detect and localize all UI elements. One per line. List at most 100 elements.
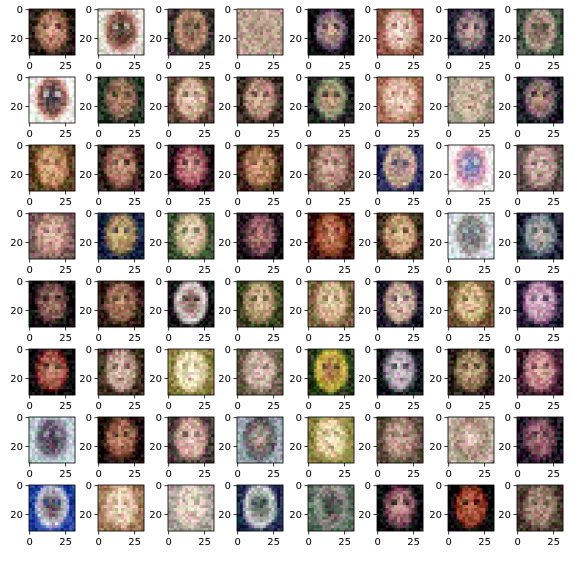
image-pixel-block [135,173,139,177]
image-pixel-block [121,185,125,189]
image-pixel-block [112,120,116,124]
image-pixel-block [525,111,529,115]
image-pixel-block [170,108,175,112]
image-pixel-block [63,79,67,84]
image-pixel-block [313,105,317,109]
image-pixel-block [377,111,381,115]
image-pixel-block [63,150,67,154]
image-pixel-block [205,40,209,44]
image-pixel-block [239,111,244,115]
image-pixel-block [379,77,384,81]
image-pixel-block [397,20,401,24]
image-pixel-block [402,11,407,16]
image-pixel-block [482,77,486,81]
image-pixel-block [43,37,47,41]
image-pixel-block [43,168,47,172]
image-pixel-block [385,94,389,98]
image-pixel-block [459,52,463,56]
image-pixel-block [40,185,44,189]
image-pixel-block [98,153,102,157]
image-pixel-block [115,52,119,56]
image-pixel-block [453,26,457,30]
image-pixel-block [208,77,212,81]
image-pixel-block [379,97,384,101]
image-pixel-block [208,168,212,172]
image-pixel-block [176,168,180,172]
image-pixel-block [106,49,110,53]
image-pixel-block [132,168,136,172]
image-pixel-block [170,29,175,33]
image-pixel-block [242,52,246,56]
image-pixel-block [271,49,275,53]
image-pixel-block [342,49,346,53]
image-pixel-block [488,49,492,53]
image-pixel-block [121,108,125,112]
image-pixel-block [141,32,145,36]
image-pixel-block [388,91,392,95]
image-pixel-block [202,117,206,121]
image-pixel-block [182,165,186,169]
image-pixel-block [336,14,340,18]
image-pixel-block [377,120,381,124]
image-pixel-block [525,46,529,50]
image-pixel-block [542,88,547,92]
image-pixel-block [66,182,70,186]
image-pixel-block [31,176,36,180]
image-pixel-block [112,32,116,36]
image-pixel-block [182,20,186,24]
image-pixel-block [72,168,76,172]
image-pixel-block [471,120,475,124]
image-pixel-block [560,82,564,86]
image-pixel-block [471,14,475,18]
image-pixel-block [205,9,209,13]
image-pixel-block [316,100,320,104]
image-pixel-block [37,165,41,169]
image-pixel-block [542,9,547,13]
image-pixel-block [69,97,73,101]
image-pixel-block [106,20,110,24]
image-pixel-block [185,29,189,33]
image-pixel-block [123,85,128,89]
image-pixel-block [462,11,466,16]
image-pixel-block [488,32,492,36]
image-pixel-block [336,52,340,56]
image-pixel-block [476,20,480,24]
image-pixel-block [31,153,36,157]
image-pixel-block [491,120,495,124]
image-pixel-block [46,14,50,18]
image-pixel-block [132,153,136,157]
image-pixel-block [262,20,267,24]
image-pixel-block [397,52,401,56]
image-pixel-block [379,20,384,24]
image-pixel-block [471,26,475,30]
image-pixel-block [103,114,107,118]
image-pixel-block [211,26,215,30]
image-pixel-block [316,40,320,44]
image-pixel-block [109,29,113,33]
image-pixel-block [485,17,489,21]
image-pixel-block [528,29,532,33]
image-pixel-block [205,91,209,95]
image-pixel-block [308,11,312,16]
image-pixel-block [57,88,61,92]
image-pixel-block [453,40,457,44]
image-pixel-block [551,40,555,44]
image-pixel-block [202,49,206,53]
image-pixel-block [265,52,269,56]
image-pixel-block [126,168,130,172]
image-pixel-block [103,179,107,183]
image-pixel-block [242,29,246,33]
image-pixel-block [66,46,70,50]
image-pixel-block [377,102,381,107]
image-pixel-block [141,77,145,81]
image-pixel-block [63,145,67,149]
image-pixel-block [280,23,284,27]
image-pixel-block [129,165,133,169]
image-pixel-block [333,49,338,53]
image-pixel-block [123,102,128,107]
image-pixel-block [121,153,125,157]
image-pixel-block [170,20,175,24]
image-pixel-block [179,9,183,13]
image-pixel-block [345,20,349,24]
image-pixel-block [485,117,489,121]
